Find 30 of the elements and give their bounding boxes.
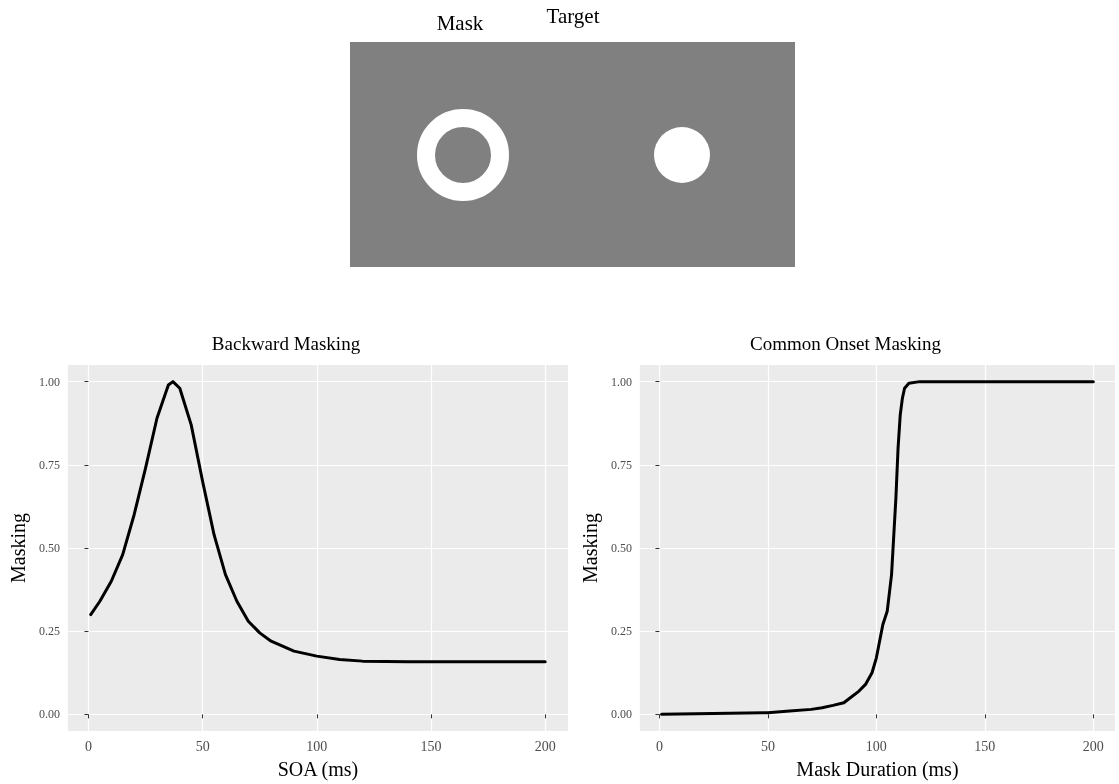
x-tick-label: 100 [306, 738, 328, 754]
y-tick-label: 1.00 [610, 374, 632, 389]
line-series [89, 380, 547, 664]
y-axis-title: Masking [579, 513, 602, 583]
x-tick-label: 150 [420, 738, 442, 754]
x-tick-label: 0 [84, 738, 92, 754]
y-tick-label: 0.25 [610, 624, 632, 639]
y-tick-label: 1.00 [38, 374, 60, 389]
line-series [660, 380, 1095, 716]
x-tick-label: 50 [195, 738, 210, 754]
chart-title: Backward Masking [211, 333, 361, 354]
x-tick-label: 150 [974, 738, 996, 754]
y-axis-title: Masking [7, 513, 30, 583]
y-tick-label: 0.50 [610, 541, 632, 555]
x-tick-label: 200 [534, 738, 556, 754]
y-tick-label: 0.00 [610, 707, 632, 722]
x-axis-title: Mask Duration (ms) [796, 758, 959, 781]
x-tick-label: 50 [760, 738, 775, 754]
y-tick-label: 0.00 [38, 707, 60, 722]
x-tick-label: 200 [1082, 738, 1104, 754]
x-tick-label: 0 [655, 738, 663, 754]
y-tick-label: 0.75 [38, 457, 60, 472]
x-tick-label: 100 [865, 738, 887, 754]
y-tick-label: 0.50 [38, 541, 60, 555]
text: Mask [436, 11, 484, 35]
y-tick-label: 0.75 [610, 457, 632, 472]
x-axis-title: SOA (ms) [277, 758, 359, 781]
text: Target [546, 4, 600, 28]
y-tick-label: 0.25 [38, 624, 60, 639]
chart-title: Common Onset Masking [749, 333, 942, 354]
